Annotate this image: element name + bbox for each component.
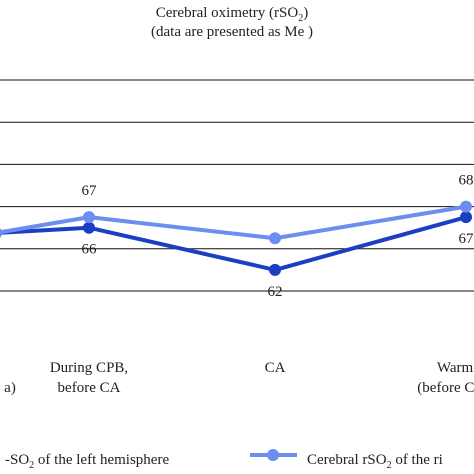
x-tick-label: During CPB, — [50, 360, 128, 376]
x-tick-label: (before CPB — [417, 380, 474, 396]
title-line1-sub: 2 — [298, 13, 303, 24]
legend-label-right: Cerebral rSO2 of the ri — [307, 452, 443, 471]
title-line1: Cerebral oximetry (rSO — [156, 5, 299, 21]
data-label: 62 — [268, 284, 283, 300]
data-point — [269, 232, 281, 245]
legend: -SO2 of the left hemisphere Cerebral rSO2… — [5, 449, 443, 471]
data-label: 67 — [459, 231, 474, 247]
data-point — [460, 200, 472, 213]
data-point — [269, 263, 281, 276]
title-line1-end: ) — [303, 5, 308, 21]
x-tick-label: CA — [265, 360, 286, 376]
series-line — [0, 215, 467, 272]
svg-text:Cerebral oximetry (rSO2): Cerebral oximetry (rSO2) — [156, 5, 308, 24]
data-point — [460, 211, 472, 224]
data-point — [0, 228, 2, 238]
x-tick-label: a) — [4, 380, 16, 396]
x-axis-labels: a) During CPB, before CA CA Warm (before CPB — [4, 360, 474, 396]
series-1: 66 62 67 — [0, 211, 474, 300]
series-2: 67 68 — [0, 173, 474, 245]
series-layer: 66 62 67 67 68 — [0, 173, 474, 300]
data-point — [83, 221, 95, 234]
series-line — [0, 204, 467, 241]
gridlines — [0, 79, 474, 292]
x-tick-label: before CA — [58, 380, 121, 396]
data-point — [83, 211, 95, 224]
data-label: 66 — [82, 242, 98, 258]
x-tick-label: Warm — [437, 360, 474, 376]
legend-marker-right — [267, 449, 279, 461]
data-label: 68 — [459, 173, 474, 189]
chart-title: Cerebral oximetry (rSO2) (data are prese… — [151, 5, 313, 40]
data-label: 67 — [82, 183, 98, 199]
title-line2: (data are presented as Me ) — [151, 24, 313, 40]
legend-label-left: -SO2 of the left hemisphere — [5, 452, 169, 471]
